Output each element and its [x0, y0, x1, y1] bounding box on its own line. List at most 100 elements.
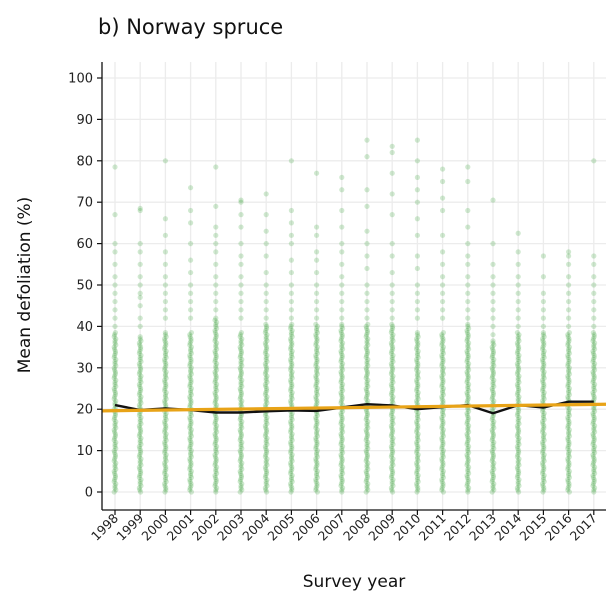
data-point [263, 212, 269, 218]
data-point [188, 315, 194, 321]
data-point [414, 468, 420, 474]
data-point [566, 261, 572, 267]
data-point [264, 489, 270, 495]
data-point [364, 433, 370, 439]
data-point [490, 371, 496, 377]
data-point [239, 425, 245, 431]
data-point [188, 367, 194, 373]
data-point [313, 394, 319, 400]
data-point [339, 290, 345, 296]
data-point [365, 377, 371, 383]
data-point [490, 476, 496, 483]
data-point [214, 319, 220, 325]
data-point [137, 261, 143, 267]
data-point [565, 458, 571, 464]
data-point [263, 439, 269, 445]
data-point [111, 437, 117, 443]
data-point [137, 342, 143, 348]
data-point [213, 352, 219, 358]
data-point [212, 439, 218, 445]
data-point [490, 433, 496, 439]
data-point [288, 394, 294, 400]
data-point [414, 265, 420, 272]
data-point [238, 431, 244, 437]
data-point [264, 476, 270, 483]
data-point [591, 396, 597, 402]
data-point [566, 439, 572, 445]
data-point [388, 371, 394, 377]
data-point [490, 454, 496, 460]
x-tick-label: 2006 [290, 510, 323, 543]
data-point [138, 427, 144, 433]
data-point [112, 414, 118, 421]
data-point [213, 342, 219, 348]
data-point [162, 249, 168, 255]
data-point [490, 338, 496, 344]
data-point [541, 452, 547, 458]
data-point [364, 290, 370, 296]
data-point [138, 400, 144, 406]
data-point [263, 253, 269, 259]
data-point [516, 373, 522, 379]
data-point [440, 261, 446, 267]
data-point [489, 489, 495, 495]
data-point [440, 450, 446, 456]
data-point [590, 336, 597, 342]
data-point [591, 425, 597, 431]
data-point [212, 431, 218, 437]
data-point [565, 435, 571, 441]
data-point [440, 356, 446, 363]
data-point [264, 470, 270, 476]
data-point [388, 433, 394, 439]
data-point [187, 479, 193, 485]
data-point [239, 419, 245, 425]
data-point [491, 356, 497, 363]
data-point [390, 450, 396, 456]
data-point [339, 298, 345, 305]
data-point [188, 371, 194, 377]
data-point [514, 412, 521, 419]
data-point [113, 439, 119, 445]
data-point [338, 338, 344, 344]
data-point [188, 421, 194, 427]
data-point [541, 487, 547, 493]
data-point [490, 197, 496, 203]
data-point [238, 197, 244, 203]
data-point [137, 377, 143, 383]
data-point [112, 249, 118, 255]
data-point [540, 371, 547, 377]
data-point [491, 487, 497, 493]
data-point [137, 282, 143, 288]
data-point [414, 282, 420, 288]
data-point [465, 290, 471, 296]
data-point [390, 346, 396, 352]
x-tick-label: 1998 [88, 510, 121, 543]
data-point [464, 336, 470, 342]
data-point [113, 363, 119, 369]
data-point [162, 290, 168, 296]
data-point [465, 489, 471, 495]
data-point [111, 365, 117, 371]
data-point [516, 470, 522, 476]
data-point [213, 375, 219, 381]
data-point [390, 456, 396, 462]
data-point [390, 462, 396, 468]
data-point [339, 394, 345, 400]
data-point [389, 363, 395, 369]
data-point [540, 330, 547, 336]
data-point [263, 369, 269, 375]
data-point [288, 489, 294, 495]
data-point [212, 327, 218, 334]
data-point [313, 479, 319, 485]
data-point [262, 381, 268, 387]
data-point [591, 261, 597, 267]
data-point [188, 481, 194, 487]
data-point [363, 489, 369, 495]
data-point [489, 427, 495, 433]
data-point [313, 342, 319, 348]
data-point [566, 419, 572, 425]
data-point [590, 421, 596, 427]
data-point [162, 392, 168, 398]
data-point [187, 396, 193, 402]
x-tick-label: 1999 [113, 510, 146, 543]
